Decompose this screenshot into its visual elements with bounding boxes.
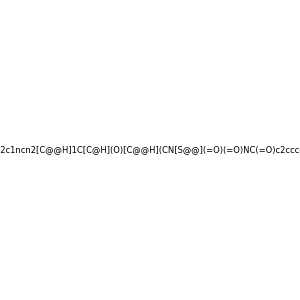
- Text: Nc1ncnc2c1ncn2[C@@H]1C[C@H](O)[C@@H](CN[S@@](=O)(=O)NC(=O)c2ccccc2O)O1: Nc1ncnc2c1ncn2[C@@H]1C[C@H](O)[C@@H](CN[…: [0, 146, 300, 154]
